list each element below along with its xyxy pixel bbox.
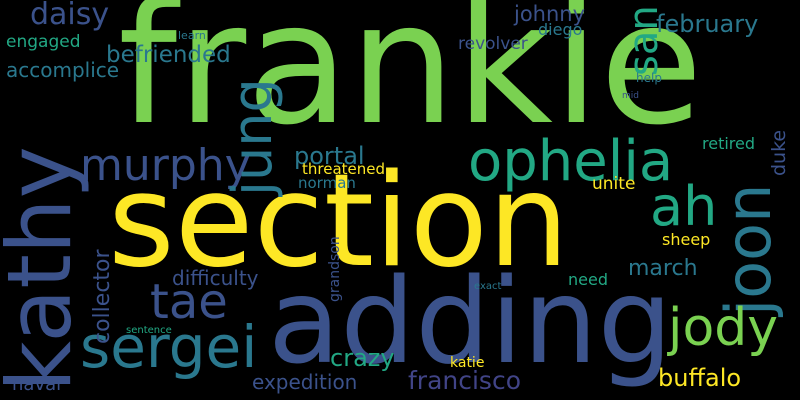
word-help: help bbox=[636, 71, 662, 85]
word-diego: diego bbox=[538, 20, 583, 39]
word-engaged: engaged bbox=[6, 32, 81, 52]
word-february: february bbox=[656, 10, 759, 38]
word-difficulty: difficulty bbox=[172, 266, 259, 290]
word-jody: jody bbox=[668, 298, 779, 358]
word-retired: retired bbox=[702, 134, 756, 153]
word-mid: mid bbox=[622, 91, 639, 101]
word-befriended: befriended bbox=[106, 42, 231, 68]
word-accomplice: accomplice bbox=[6, 58, 120, 82]
word-portal: portal bbox=[294, 142, 365, 170]
word-exact: exact bbox=[474, 281, 502, 292]
word-unite: unite bbox=[592, 174, 636, 194]
word-johnny: johnny bbox=[514, 2, 586, 26]
word-section: section bbox=[108, 147, 569, 296]
word-murphy: murphy bbox=[80, 140, 251, 191]
word-need: need bbox=[568, 270, 608, 289]
word-duke: duke bbox=[768, 129, 790, 176]
word-sentence: sentence bbox=[126, 325, 172, 336]
word-katie: katie bbox=[450, 355, 485, 371]
word-expedition: expedition bbox=[252, 370, 358, 394]
word-joon: joon bbox=[712, 183, 785, 316]
word-ah: ah bbox=[650, 175, 718, 238]
word-threatened: threatened bbox=[302, 160, 386, 178]
word-revolver: revolver bbox=[458, 34, 528, 54]
word-sheep: sheep bbox=[662, 230, 711, 249]
word-norman: norman bbox=[298, 174, 356, 192]
word-ophelia: ophelia bbox=[468, 129, 674, 194]
word-adding: adding bbox=[268, 252, 673, 390]
word-daisy: daisy bbox=[30, 0, 110, 32]
word-sergei: sergei bbox=[80, 313, 258, 381]
word-frankie: frankie bbox=[118, 0, 703, 162]
word-jung: jung bbox=[221, 78, 284, 196]
word-grandson: grandson bbox=[327, 236, 343, 302]
word-collector: collector bbox=[90, 249, 115, 344]
word-learn: learn bbox=[178, 29, 206, 42]
word-tae: tae bbox=[150, 274, 228, 330]
word-crazy: crazy bbox=[330, 344, 395, 372]
word-march: march bbox=[628, 256, 698, 281]
word-kathy: kathy bbox=[0, 146, 91, 392]
word-francisco: francisco bbox=[408, 366, 522, 395]
word-buffalo: buffalo bbox=[658, 364, 742, 392]
word-naval: naval bbox=[12, 374, 62, 395]
